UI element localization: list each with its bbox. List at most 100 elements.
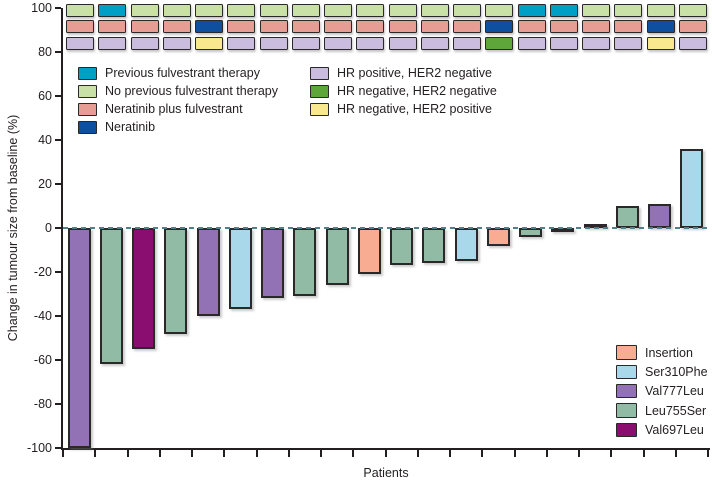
patient-bar-val777leu xyxy=(67,228,91,448)
patient-bar-val777leu xyxy=(261,228,285,299)
annotation-box-treatment xyxy=(356,20,385,33)
legend-item-therapy-label: No previous fulvestrant therapy xyxy=(105,84,279,98)
patient-bar-leu755ser xyxy=(390,228,414,266)
annotation-box-treatment xyxy=(614,20,643,33)
legend-item-mutation-swatch xyxy=(616,345,637,360)
annotation-box-treatment xyxy=(678,20,707,33)
y-tick-label: -100 xyxy=(26,441,52,455)
x-axis-title: Patients xyxy=(363,466,409,480)
patient-bar-leu755ser xyxy=(551,228,575,233)
legend-item-therapy-swatch xyxy=(78,84,97,98)
y-tick-mark xyxy=(55,139,61,141)
x-tick-mark xyxy=(642,450,645,457)
y-tick-label: -80 xyxy=(33,397,52,411)
annotation-box-receptor-status xyxy=(646,36,675,50)
x-tick-mark xyxy=(255,450,258,457)
annotation-box-receptor-status xyxy=(453,36,482,50)
x-tick-mark xyxy=(126,450,129,457)
patient-bar-leu755ser xyxy=(325,228,349,286)
annotation-box-receptor-status xyxy=(485,36,514,50)
annotation-box-therapy-history xyxy=(485,3,514,17)
annotation-box-receptor-status xyxy=(324,36,353,50)
annotation-box-receptor-status xyxy=(162,36,191,50)
legend-item-therapy-swatch xyxy=(78,120,97,134)
x-tick-mark xyxy=(416,450,419,457)
legend-item-therapy-swatch xyxy=(78,102,97,116)
annotation-box-treatment xyxy=(420,20,449,33)
x-tick-mark xyxy=(223,450,226,457)
y-tick-mark xyxy=(55,7,61,9)
legend-item-mutation: Val697Leu xyxy=(616,420,708,439)
patient-bar-leu755ser xyxy=(422,228,446,264)
y-axis-line xyxy=(61,8,63,450)
patient-bar-leu755ser xyxy=(164,228,188,334)
legend-item-therapy-label: Neratinib xyxy=(105,120,156,134)
y-tick-label: 0 xyxy=(45,221,52,235)
x-tick-mark xyxy=(62,450,64,457)
legend-item-mutation-label: Ser310Phe xyxy=(645,364,708,379)
x-tick-mark xyxy=(707,450,709,457)
annotation-box-receptor-status xyxy=(614,36,643,50)
annotation-box-receptor-status xyxy=(195,36,224,50)
annotation-box-treatment xyxy=(646,20,675,33)
annotation-box-therapy-history xyxy=(614,3,643,17)
patient-bar-leu755ser xyxy=(615,206,639,228)
legend-item-mutation-label: Insertion xyxy=(645,345,693,360)
legend-item-mutation: Insertion xyxy=(616,343,708,362)
y-tick-label: 100 xyxy=(31,0,52,15)
y-tick-mark xyxy=(55,271,61,273)
x-tick-mark xyxy=(94,450,97,457)
annotation-box-treatment xyxy=(582,20,611,33)
legend-receptor-status: HR positive, HER2 negative HR negative, H… xyxy=(310,64,497,118)
annotation-box-therapy-history xyxy=(66,3,95,17)
y-tick-mark xyxy=(55,51,61,53)
patient-bar-insertion xyxy=(583,223,607,228)
legend-item-mutation-label: Leu755Ser xyxy=(645,403,707,418)
annotation-box-therapy-history xyxy=(356,3,385,17)
annotation-box-therapy-history xyxy=(291,3,320,17)
x-tick-mark xyxy=(158,450,161,457)
annotation-box-receptor-status xyxy=(356,36,385,50)
legend-item-receptor: HR negative, HER2 positive xyxy=(310,100,497,118)
x-tick-mark xyxy=(352,450,355,457)
annotation-box-therapy-history xyxy=(388,3,417,17)
y-tick-mark xyxy=(55,95,61,97)
annotation-box-receptor-status xyxy=(388,36,417,50)
annotation-box-receptor-status xyxy=(549,36,578,50)
annotation-box-treatment xyxy=(162,20,191,33)
x-tick-mark xyxy=(674,450,677,457)
annotation-box-treatment xyxy=(485,20,514,33)
legend-item-mutation-swatch xyxy=(616,364,637,380)
legend-item-mutation: Leu755Ser xyxy=(616,401,708,420)
legend-item-therapy: Previous fulvestrant therapy xyxy=(78,64,278,82)
annotation-box-receptor-status xyxy=(678,36,707,50)
legend-item-therapy-label: Neratinib plus fulvestrant xyxy=(105,102,243,116)
legend-item-therapy: Neratinib xyxy=(78,118,278,136)
annotation-box-treatment xyxy=(388,20,417,33)
annotation-box-treatment xyxy=(259,20,288,33)
patient-bar-leu755ser xyxy=(293,228,317,297)
annotation-box-treatment xyxy=(195,20,224,33)
x-tick-mark xyxy=(449,450,451,457)
legend-item-mutation-swatch xyxy=(616,383,637,399)
annotation-box-therapy-history xyxy=(678,3,707,17)
annotation-box-receptor-status xyxy=(291,36,320,50)
annotation-box-treatment xyxy=(291,20,320,33)
x-tick-mark xyxy=(191,450,193,457)
annotation-box-treatment xyxy=(453,20,482,33)
annotation-box-therapy-history xyxy=(130,3,159,17)
annotation-box-therapy-history xyxy=(98,3,127,17)
legend-item-therapy: Neratinib plus fulvestrant xyxy=(78,100,278,118)
legend-item-mutation-label: Val697Leu xyxy=(645,422,704,437)
annotation-box-therapy-history xyxy=(420,3,449,17)
annotation-box-treatment xyxy=(66,20,95,33)
annotation-box-receptor-status xyxy=(420,36,449,50)
annotation-box-treatment xyxy=(324,20,353,33)
annotation-box-therapy-history xyxy=(549,3,578,17)
legend-item-receptor-swatch xyxy=(310,84,329,98)
y-tick-mark xyxy=(55,227,61,229)
legend-mutation-type: Insertion Ser310Phe Val777Leu Leu755Ser Val6… xyxy=(616,343,708,439)
y-tick-mark xyxy=(55,359,61,361)
patient-bar-ser310phe xyxy=(680,148,704,228)
annotation-box-treatment xyxy=(130,20,159,33)
